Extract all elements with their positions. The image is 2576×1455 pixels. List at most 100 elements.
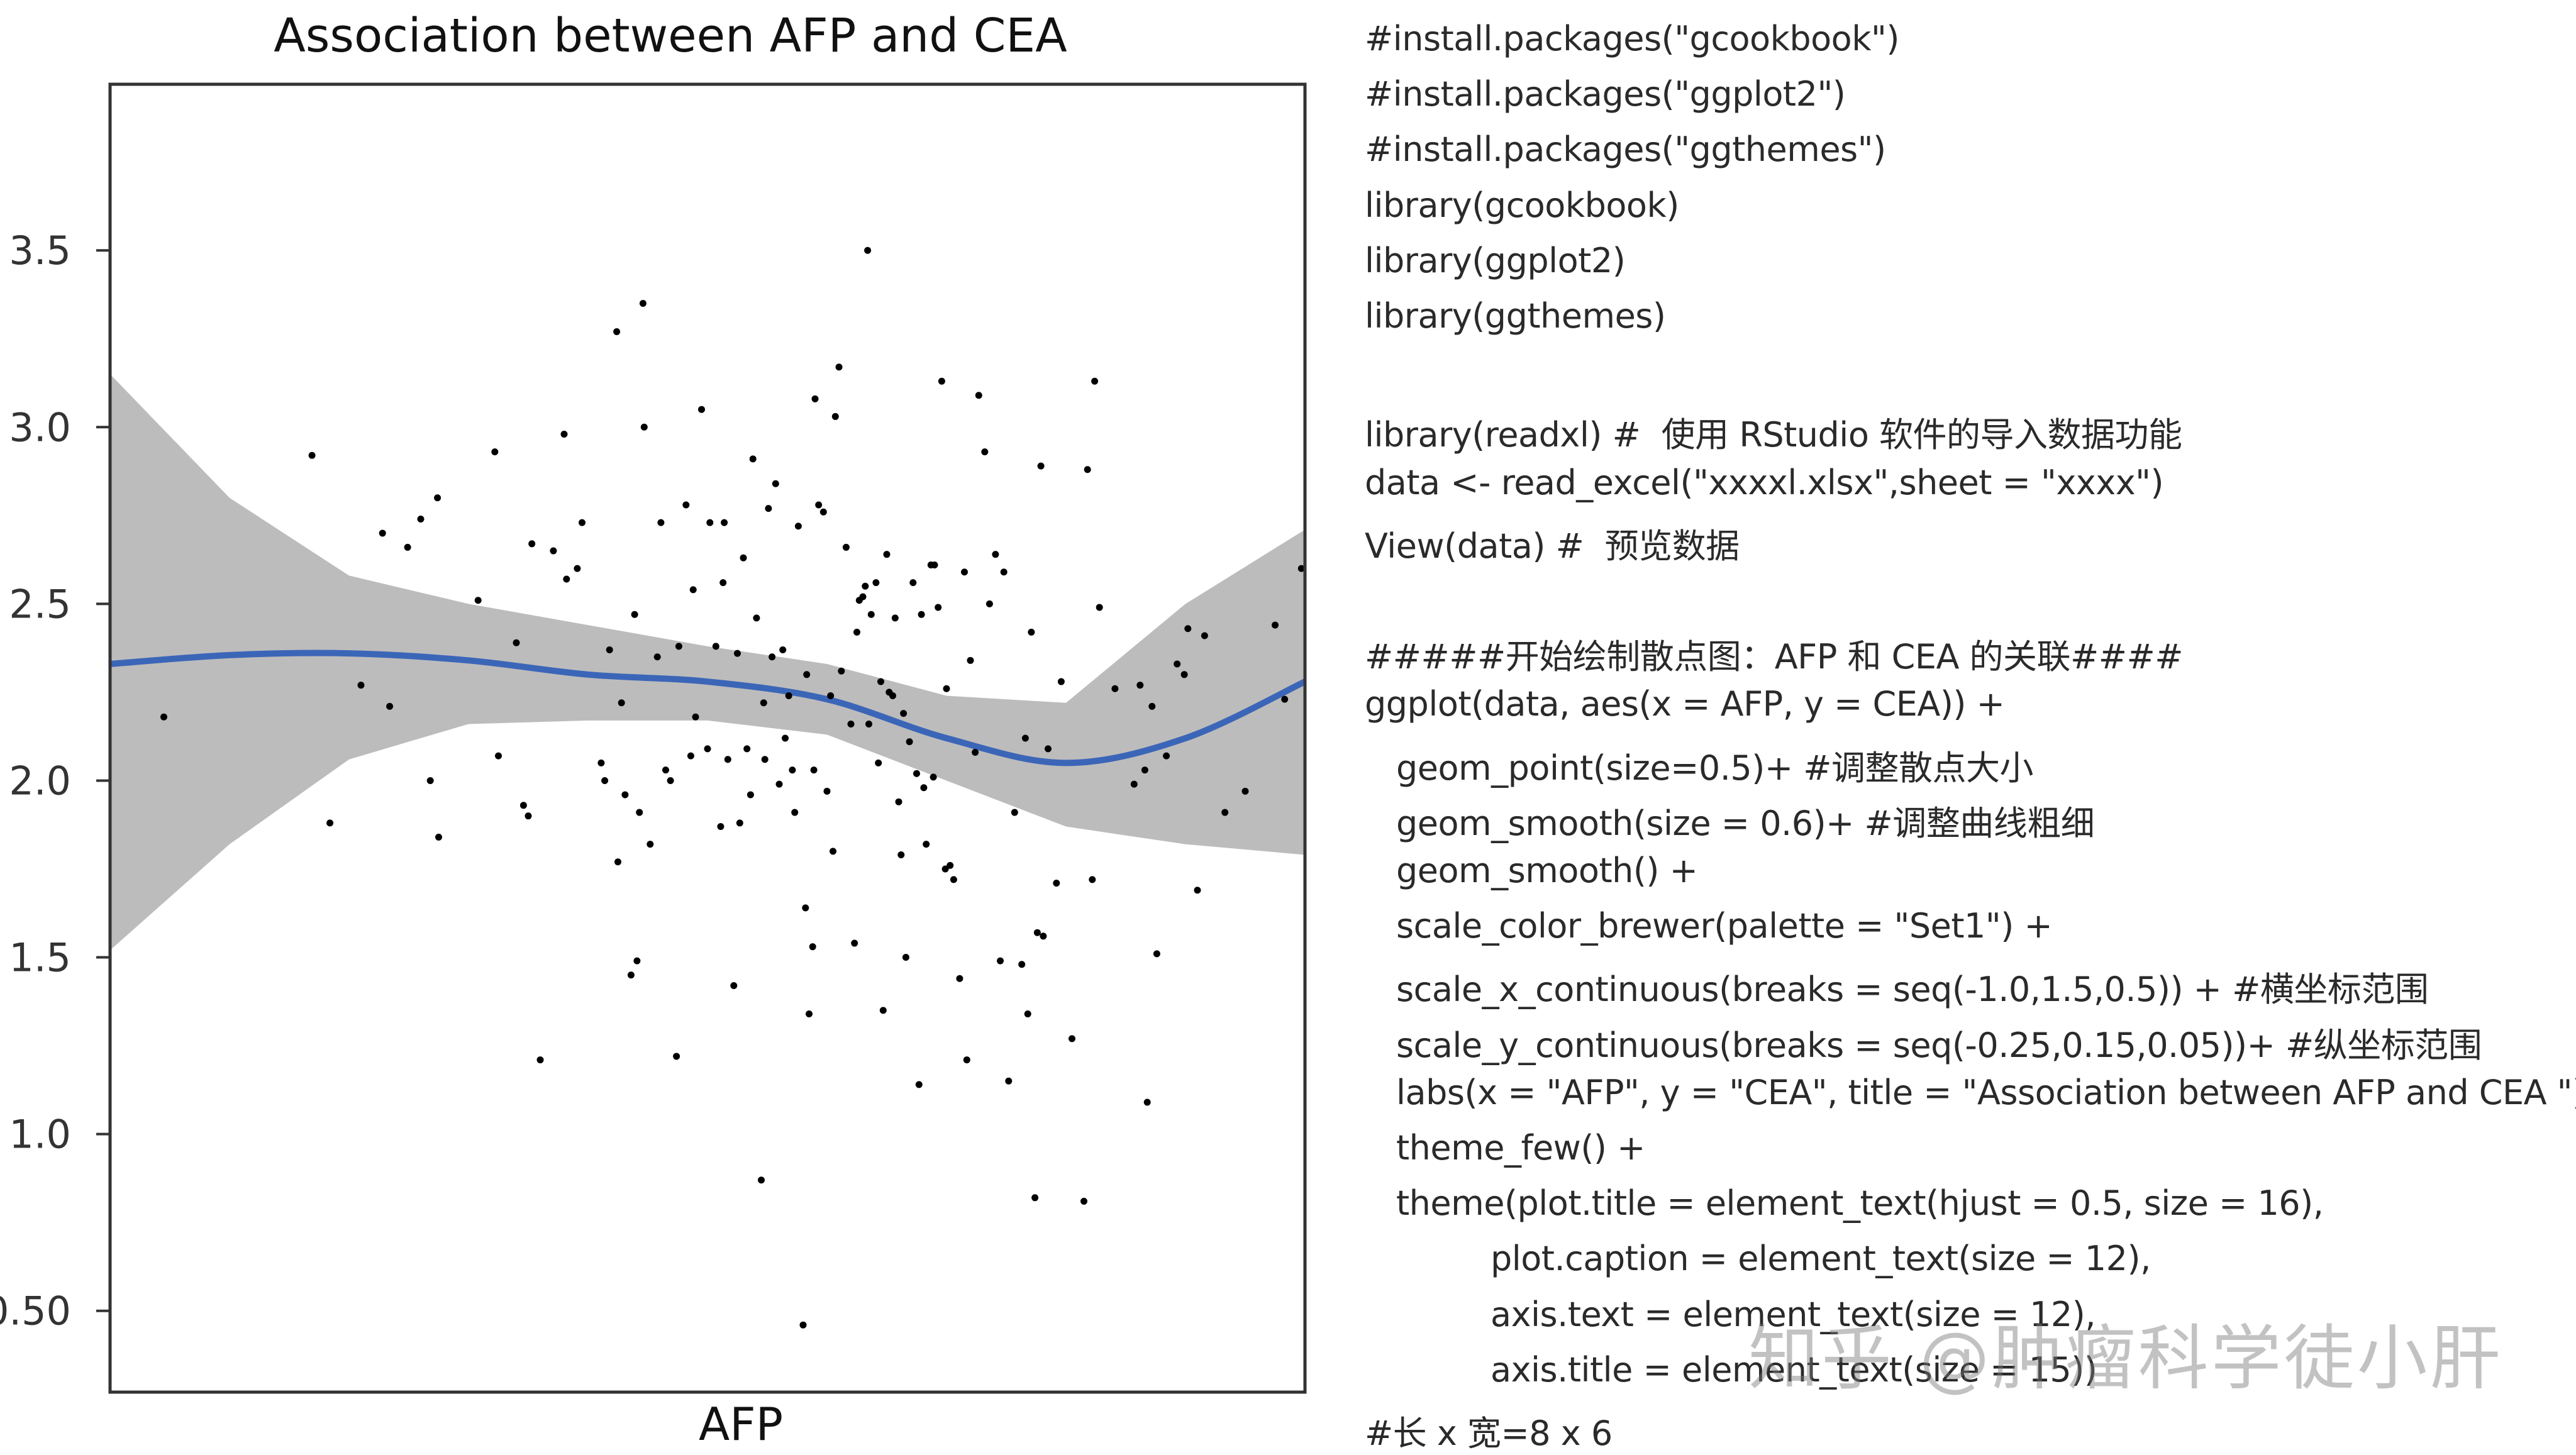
data-point [909,579,917,587]
data-point [864,246,872,254]
data-point [862,582,869,590]
data-point [417,515,425,523]
data-point [491,448,499,456]
y-tick-label: 2.0 [9,758,71,804]
data-point [682,501,690,509]
y-tick-label: 2.5 [9,581,71,627]
code-line: scale_y_continuous(breaks = seq(-0.25,0.… [1365,1025,2482,1065]
data-point [675,643,682,650]
data-point [877,678,884,685]
data-point [972,748,979,756]
data-point [1143,1098,1151,1106]
data-point [765,505,772,512]
code-line: data <- read_excel("xxxxl.xlsx",sheet = … [1365,462,2164,502]
data-point [574,565,581,572]
data-point [1089,876,1096,883]
data-point [717,823,724,831]
data-point [883,551,891,558]
data-point [698,406,705,413]
data-point [662,766,669,774]
data-point [706,519,714,526]
data-point [1028,628,1035,636]
data-point [1201,632,1208,639]
data-point [386,702,394,710]
data-point [789,766,796,774]
data-point [719,579,727,587]
data-point [1148,702,1156,710]
data-point [758,1176,765,1184]
data-point [1153,950,1160,958]
y-tick-label: 3.0 [9,404,71,450]
code-line: labs(x = "AFP", y = "CEA", title = "Asso… [1365,1072,2576,1112]
data-point [897,851,905,859]
data-point [692,713,699,721]
data-point [967,656,974,664]
data-point [760,699,767,707]
data-point [712,643,719,650]
data-point [550,547,557,555]
code-line: ggplot(data, aes(x = AFP, y = CEA)) + [1365,684,2005,724]
data-point [308,451,316,459]
data-point [721,519,728,526]
data-point [961,568,968,576]
data-point [160,713,167,721]
data-point [1031,1194,1039,1202]
data-point [931,562,938,569]
data-point [915,1081,923,1088]
data-point [975,392,982,399]
data-point [1136,682,1144,689]
code-line: scale_color_brewer(palette = "Set1") + [1365,906,2053,946]
scatter-chart: Association between AFP and CEA 3.5 3.0 2.… [0,9,1307,1449]
data-point [474,597,482,604]
data-point [633,957,641,965]
data-point [528,540,536,548]
data-point [895,798,902,805]
code-line: geom_smooth(size = 0.6)+ #调整曲线粗细 [1365,803,2095,843]
data-point [404,543,411,551]
data-point [913,770,920,777]
data-point [775,780,783,788]
chart-title: Association between AFP and CEA [274,9,1067,63]
data-point [1080,1197,1087,1205]
data-point [779,646,787,653]
data-point [357,682,365,689]
data-point [815,501,823,509]
data-point [740,554,747,562]
y-tick-label: 0.50 [0,1288,71,1334]
data-point [992,551,999,558]
data-point [1057,678,1065,685]
data-point [519,802,527,809]
code-line: library(gcookbook) [1365,185,1679,225]
data-point [879,1007,887,1014]
data-point [872,579,880,587]
data-point [935,604,942,611]
data-point [902,954,909,961]
data-point [809,943,816,951]
data-point [875,759,882,766]
data-point [1040,932,1047,940]
data-point [838,667,845,675]
data-point [950,876,957,883]
data-point [631,611,638,618]
data-point [1037,462,1045,470]
data-point [830,848,836,855]
data-point [1096,604,1103,611]
smooth-fit-line [110,650,1305,766]
code-line: axis.title = element_text(size = 15)) [1365,1349,2097,1390]
watermark: 知乎 @肿瘤科学徒小肝 [1748,1318,2503,1400]
y-tick-label: 1.0 [9,1112,71,1158]
data-point [434,494,441,502]
data-point [827,692,835,700]
data-point [689,586,697,594]
data-point [1174,660,1181,668]
data-point [956,975,963,982]
code-line: #install.packages("ggplot2") [1365,74,1846,114]
data-point [1194,887,1201,894]
data-point [597,759,605,766]
data-point [1163,752,1170,760]
data-point [724,756,731,763]
data-point [819,508,827,516]
data-point [997,957,1004,965]
data-point [1033,929,1041,936]
data-point [938,377,945,385]
